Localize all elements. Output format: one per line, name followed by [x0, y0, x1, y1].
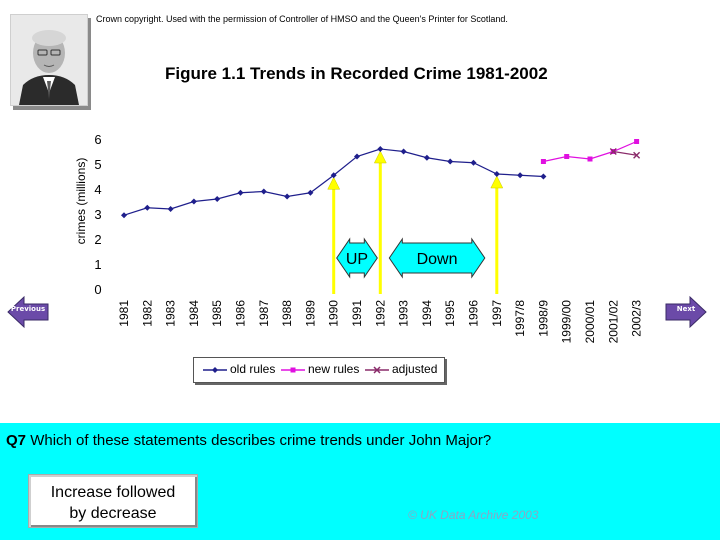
question: Q7 Which of these statements describes c…	[6, 432, 491, 449]
x-tick-label: 1995	[443, 300, 457, 327]
x-tick-label: 1993	[397, 300, 411, 327]
down-arrow-shape	[388, 237, 486, 279]
x-tick-label: 1987	[257, 300, 271, 327]
legend-old-rules: old rules	[230, 362, 276, 376]
x-tick-label: 1985	[210, 300, 224, 327]
y-tick-label: 5	[94, 157, 101, 172]
data-point	[633, 151, 641, 159]
x-tick-label: 1989	[303, 300, 317, 327]
x-tick-label: 1997	[490, 300, 504, 327]
answer-line-2: by decrease	[69, 505, 157, 522]
data-point	[237, 189, 244, 196]
previous-button[interactable]: Previous	[6, 295, 50, 329]
chart-title: Figure 1.1 Trends in Recorded Crime 1981…	[165, 64, 548, 83]
chart-canvas: 0 1 2 3 4 5 6 1981 1982 1983 1984 1985 1986 1987 1988…	[94, 132, 644, 344]
vertical-marker-arrowhead	[373, 150, 387, 164]
x-tick-label: 2000/01	[583, 300, 597, 344]
data-point	[447, 158, 454, 165]
legend-new-rules: new rules	[308, 362, 360, 376]
x-tick-label: 1992	[373, 300, 387, 327]
question-number: Q7	[6, 432, 27, 449]
x-tick-label: 1998/9	[536, 300, 550, 337]
next-button[interactable]: Next	[664, 295, 708, 329]
data-point	[260, 188, 267, 195]
arrow-left-icon	[7, 295, 49, 329]
y-tick-label: 0	[94, 282, 101, 297]
legend-old-rules-swatch	[203, 367, 227, 373]
data-point	[517, 172, 524, 179]
x-tick-label: 1999/00	[560, 300, 574, 344]
legend-adjusted-swatch	[365, 366, 389, 374]
previous-label: Previous	[10, 305, 46, 313]
down-label: Down	[417, 251, 458, 268]
answer-text: Increase followed by decrease	[29, 482, 197, 524]
x-tick-label: 1983	[164, 300, 178, 327]
vertical-marker-arrowhead	[490, 175, 504, 189]
data-point	[609, 148, 617, 155]
data-point	[354, 153, 360, 160]
data-point	[190, 198, 197, 205]
answer-line-1: Increase followed	[50, 484, 176, 501]
x-tick-label: 1988	[280, 300, 294, 327]
chart-legend: old rules new rules adjusted	[193, 357, 445, 383]
data-point	[144, 204, 151, 211]
up-arrow-shape	[336, 237, 378, 279]
x-tick-label: 1986	[234, 300, 248, 327]
y-tick-label: 1	[94, 257, 101, 272]
x-tick-label: 1990	[327, 300, 341, 327]
data-point	[214, 196, 221, 202]
data-point	[540, 173, 547, 180]
vertical-marker-arrowhead	[327, 176, 341, 190]
question-text: Which of these statements describes crim…	[30, 432, 492, 449]
y-tick-label: 6	[94, 132, 101, 147]
x-tick-label: 1982	[140, 300, 154, 327]
x-tick-label: 1994	[420, 300, 434, 327]
data-point	[307, 189, 314, 196]
up-label: UP	[346, 251, 368, 268]
data-point	[423, 154, 430, 161]
arrow-right-icon	[665, 295, 707, 329]
answer-button[interactable]: Increase followed by decrease	[28, 474, 198, 528]
data-point	[540, 159, 546, 164]
y-tick-label: 3	[94, 207, 101, 222]
data-point	[167, 206, 174, 212]
data-point	[634, 139, 640, 144]
data-point	[564, 154, 570, 159]
data-point	[400, 148, 407, 155]
series-line-adjusted	[613, 150, 637, 156]
legend-new-rules-swatch	[281, 367, 305, 373]
data-point	[330, 172, 337, 179]
data-point	[587, 156, 593, 162]
data-point	[121, 212, 127, 219]
data-point	[377, 146, 384, 152]
x-tick-label: 1984	[187, 300, 201, 327]
portrait-photo	[10, 14, 88, 106]
quiz-panel: Q7 Which of these statements describes c…	[0, 423, 720, 540]
x-tick-label: 1991	[350, 300, 364, 327]
x-tick-label: 2002/3	[630, 300, 644, 337]
legend-adjusted: adjusted	[392, 362, 438, 376]
y-tick-label: 4	[94, 182, 101, 197]
copyright-notice: Crown copyright. Used with the permissio…	[96, 14, 508, 24]
x-tick-label: 1997/8	[513, 300, 527, 337]
data-point	[284, 193, 291, 200]
data-point	[493, 171, 500, 177]
source-credit: © UK Data Archive 2003	[408, 508, 539, 522]
x-tick-label: 2001/02	[606, 300, 620, 344]
next-label: Next	[676, 305, 696, 313]
x-tick-label: 1996	[467, 300, 481, 327]
data-point	[470, 159, 477, 166]
x-tick-label: 1981	[117, 300, 131, 327]
y-tick-label: 2	[94, 232, 101, 247]
